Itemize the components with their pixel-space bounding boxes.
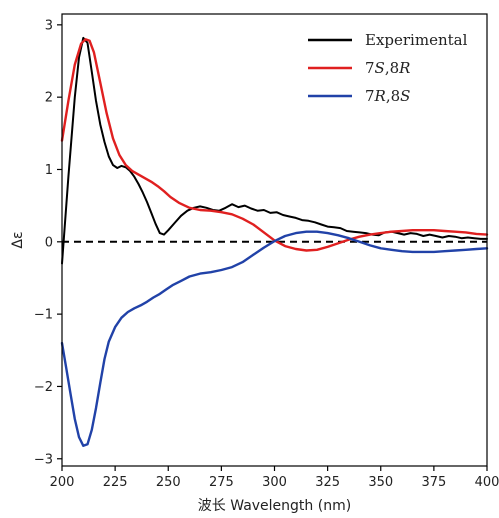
series-line-2 [60,38,489,252]
x-axis-label: 波长 Wavelength (nm) [198,498,351,514]
legend-label-2: 7S,8R [365,59,410,77]
axes-layer: 200 225 250 275 300 325 350 375 400 −3 −2 −1 0 1 2 3 [34,13,499,490]
x-tick-label: 400 [475,475,499,490]
series-line-1 [61,36,488,265]
x-tick-label: 200 [50,475,75,490]
x-tick-label: 300 [262,475,287,490]
x-tick-label: 275 [209,475,234,490]
series-line-3 [60,230,489,447]
series-layer [60,36,489,447]
x-tick-label: 225 [103,475,128,490]
legend-label-3: 7R,8S [365,87,410,105]
legend-label-1: Experimental [365,31,468,49]
x-tick-label: 350 [368,475,393,490]
y-tick-label: −3 [34,452,53,467]
y-tick-label: 0 [45,235,53,250]
x-tick-label: 250 [156,475,181,490]
y-axis-label: Δε [10,231,26,248]
y-tick-label: 1 [45,163,53,178]
y-tick-label: 2 [45,91,53,106]
legend: Experimental 7S,8R 7R,8S [308,31,468,105]
y-tick-label: 3 [45,18,53,33]
x-tick-label: 325 [315,475,340,490]
x-tick-label: 375 [421,475,446,490]
y-tick-label: −1 [34,308,53,323]
y-tick-label: −2 [34,380,53,395]
